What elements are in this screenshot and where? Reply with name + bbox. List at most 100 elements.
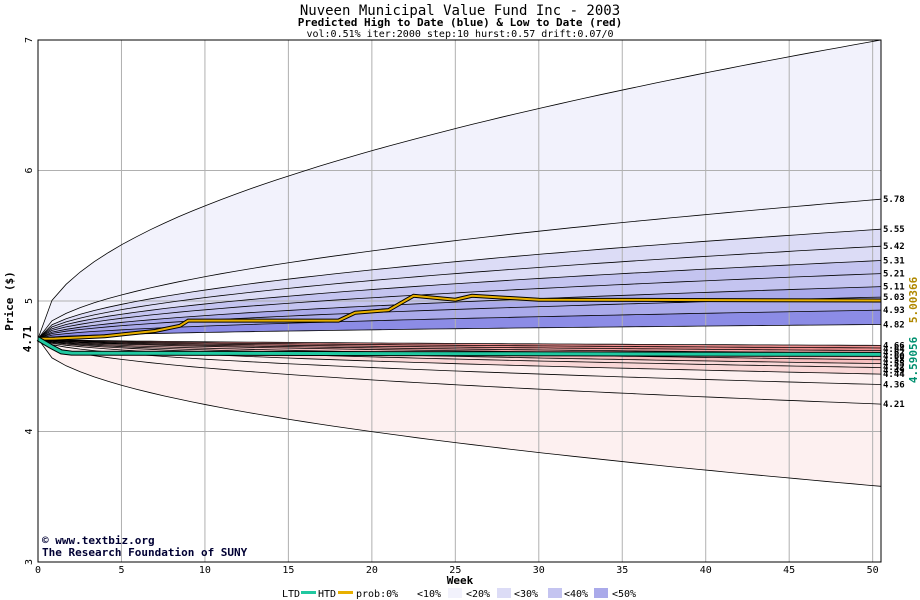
legend-prob0-swatch [400,588,414,598]
legend-band-3-swatch [548,588,562,598]
credit-url: © www.textbiz.org [42,534,155,547]
low-band-9 [38,338,881,354]
legend-htd-label: HTD [318,589,336,600]
quantile-line [37,39,882,339]
x-tick-label: 20 [366,565,378,576]
high-band-2 [38,199,881,339]
high-band-8 [38,297,881,339]
legend-band-3-label: <30% [514,589,538,600]
low-quantile-label: 4.62 [883,349,905,359]
date-paths [36,293,882,357]
high-quantile-label: 5.42 [883,242,905,252]
quantile-line [37,338,882,346]
x-tick-label: 25 [449,565,461,576]
quantile-line [37,228,882,340]
quantile-line [37,260,882,340]
high-quantile-label: 5.21 [883,270,905,280]
quantile-line [37,338,882,364]
x-axis-label: Week [447,574,474,587]
x-tick-label: 35 [616,565,628,576]
chart-title: Nuveen Municipal Value Fund Inc - 2003 [300,3,620,19]
quantile-line [37,273,882,340]
low-band-10 [38,338,881,351]
legend-band-1-label: <10% [417,589,441,600]
low-band-11 [38,338,881,348]
high-quantile-label: 5.11 [883,283,905,293]
credit-org: The Research Foundation of SUNY [42,546,248,559]
legend-band-2-label: <20% [466,589,490,600]
low-quantile-label: 4.49 [883,367,905,377]
x-tick-labels: 0 5 10 15 20 25 30 35 40 45 50 [35,565,879,576]
y-tick-label: 4 [24,428,35,434]
quantile-line [37,338,882,368]
legend-band-4-label: <40% [564,589,588,600]
plot-frame [37,39,882,563]
low-band-6 [38,338,881,364]
y-axis-label: Price ($) [3,271,16,331]
quantile-line [37,338,882,487]
low-quantile-label: 4.66 [883,341,905,351]
low-quantile-label: 4.55 [883,359,905,369]
high-quantile-label: 5.31 [883,257,905,267]
x-tick-label: 45 [783,565,795,576]
quantile-line [37,338,882,405]
legend-ltd-label: LTD [282,589,300,600]
high-quantile-label: 5.55 [883,225,905,235]
x-tick-label: 10 [199,565,211,576]
high-quantile-label: 5.78 [883,195,905,205]
quantile-line [37,286,882,340]
quantile-line [37,338,882,351]
low-quantile-label: 4.52 [883,363,905,373]
y-tick-labels: 3 4 5 6 7 [24,37,35,565]
y-tick-label: 7 [24,37,35,43]
legend-prob-label: prob:0% [356,589,398,600]
x-tick-label: 40 [700,565,712,576]
high-band-3 [38,229,881,339]
legend: LTD HTD prob:0% <10% <20% <30% <40% <50% [282,588,636,600]
legend-band-1-swatch [448,588,462,598]
low-quantile-label: 4.21 [883,400,905,410]
x-tick-label: 5 [118,565,124,576]
quantile-line [37,324,882,340]
chart-params: vol:0.51% iter:2000 step:10 hurst:0.57 d… [306,29,613,40]
low-quantile-label: 4.58 [883,356,905,366]
x-tick-label: 50 [867,565,879,576]
legend-band-5-label: <50% [612,589,636,600]
low-quantile-label: 4.60 [883,352,905,362]
legend-htd-swatch [338,591,353,594]
legend-band-2-swatch [497,588,511,598]
high-band-6 [38,273,881,339]
low-quantile-label: 4.44 [883,370,905,380]
high-quantile-label: 4.82 [883,320,905,330]
quantile-line [37,245,882,340]
chart-subtitle: Predicted High to Date (blue) & Low to D… [298,16,623,29]
quantile-labels: 5.78 5.55 5.42 5.31 5.21 5.115.03 4.93 4.82 4.66… [883,195,905,410]
y-tick-label: 3 [24,559,35,565]
x-tick-label: 15 [282,565,294,576]
x-tick-label: 30 [533,565,545,576]
y-tick-label: 6 [24,167,35,173]
high-quantile-label: 5.03 [883,293,905,303]
low-quantile-label: 4.64 [883,345,905,355]
legend-ltd-swatch [301,591,316,594]
ltd-final-label: 4.59056 [907,336,920,383]
high-band-4 [38,246,881,339]
high-quantile-label: 4.93 [883,306,905,316]
x-tick-label: 0 [35,565,41,576]
low-quantile-label: 4.36 [883,381,905,391]
htd-path [37,294,882,340]
quantile-line [37,198,882,340]
htd-final-label: 5.00366 [907,276,920,323]
low-band-3 [38,338,881,385]
low-band-4 [38,338,881,375]
y-tick-label: 5 [24,298,35,304]
start-price-label: 4.71 [21,325,34,352]
low-band-1 [38,338,881,487]
credit-url-text: www.textbiz.org [55,534,154,547]
legend-band-4-swatch [594,588,608,598]
quantile-line [37,338,882,385]
quantile-line [37,338,882,349]
ltd-path [37,337,882,356]
high-band-5 [38,260,881,339]
